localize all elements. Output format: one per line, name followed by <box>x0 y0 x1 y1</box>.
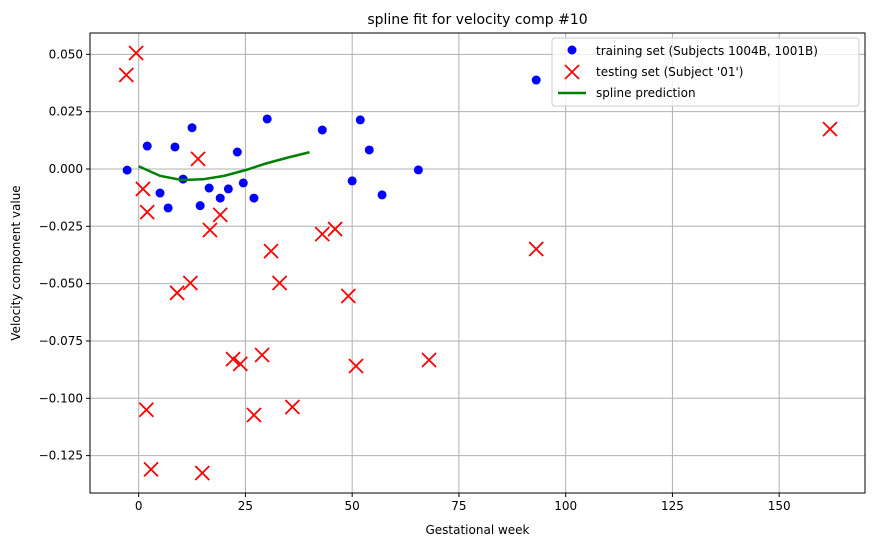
training-point <box>355 115 365 125</box>
y-axis-label: Velocity component value <box>9 185 23 340</box>
training-point <box>204 183 214 193</box>
axes-frame <box>89 32 866 494</box>
testing-point <box>528 241 544 257</box>
testing-point <box>143 461 159 478</box>
legend-marker-testing <box>564 64 580 80</box>
training-point <box>215 193 225 203</box>
training-point <box>317 125 327 135</box>
testing-point <box>202 222 218 238</box>
x-tick-label: 25 <box>238 499 253 513</box>
legend-marker-training <box>567 45 577 55</box>
testing-point <box>118 67 134 83</box>
training-point <box>262 114 272 124</box>
x-axis-label: Gestational week <box>425 523 529 537</box>
training-point <box>249 193 259 203</box>
testing-point <box>139 204 155 220</box>
training-point <box>223 184 233 194</box>
training-point <box>163 203 173 213</box>
training-point <box>122 165 132 175</box>
y-tick-label: 0.000 <box>49 162 83 176</box>
legend-label-training: training set (Subjects 1004B, 1001B) <box>596 44 818 58</box>
y-tick-label: 0.025 <box>49 105 83 119</box>
testing-point <box>263 243 279 259</box>
testing-point <box>314 226 330 242</box>
y-tick-label: 0.050 <box>49 47 83 61</box>
legend-label-spline: spline prediction <box>596 86 696 100</box>
y-tick-label: −0.125 <box>39 449 83 463</box>
ticks: 0 25 50 75 100 125 150 0.050 0.025 0.000 −0.025 −0.… <box>39 47 791 513</box>
testing-point <box>212 207 228 223</box>
testing-point <box>327 221 343 237</box>
training-point <box>155 188 165 198</box>
x-tick-label: 150 <box>768 499 791 513</box>
testing-point <box>340 288 356 304</box>
testing-point <box>232 356 248 372</box>
legend-label-testing: testing set (Subject '01') <box>596 65 743 79</box>
x-tick-label: 0 <box>135 499 143 513</box>
training-point <box>142 141 152 151</box>
spline-line <box>138 151 310 182</box>
testing-point <box>348 358 364 374</box>
training-point <box>377 190 387 200</box>
testing-point <box>225 351 241 367</box>
training-point <box>531 75 541 85</box>
legend-box <box>551 37 860 107</box>
grid <box>90 33 865 493</box>
testing-point <box>190 151 206 167</box>
testing-point <box>421 352 437 368</box>
testing-point <box>135 181 151 197</box>
testing-point <box>169 285 185 301</box>
chart-title: spline fit for velocity comp #10 <box>367 12 587 28</box>
training-point <box>364 145 374 155</box>
marks <box>118 45 838 481</box>
x-tick-label: 50 <box>345 499 360 513</box>
x-tick-label: 100 <box>554 499 577 513</box>
training-point <box>187 123 197 133</box>
legend: training set (Subjects 1004B, 1001B) tes… <box>551 37 860 107</box>
testing-point <box>271 275 288 291</box>
testing-point <box>254 347 270 363</box>
y-tick-label: −0.100 <box>39 391 83 405</box>
y-tick-label: −0.075 <box>39 334 83 348</box>
testing-point <box>822 121 838 137</box>
testing-point <box>246 407 262 423</box>
training-point <box>232 147 242 157</box>
y-tick-label: −0.025 <box>39 219 83 233</box>
training-point <box>170 142 180 152</box>
testing-point <box>128 45 144 61</box>
x-tick-label: 125 <box>661 499 684 513</box>
testing-point <box>284 399 301 415</box>
training-point <box>413 165 423 175</box>
y-tick-label: −0.050 <box>39 277 83 291</box>
training-point <box>347 176 357 186</box>
training-point <box>195 201 205 211</box>
testing-point <box>194 465 210 481</box>
x-tick-label: 75 <box>451 499 466 513</box>
testing-point <box>138 402 155 418</box>
training-point <box>238 178 248 188</box>
testing-point <box>182 275 198 291</box>
